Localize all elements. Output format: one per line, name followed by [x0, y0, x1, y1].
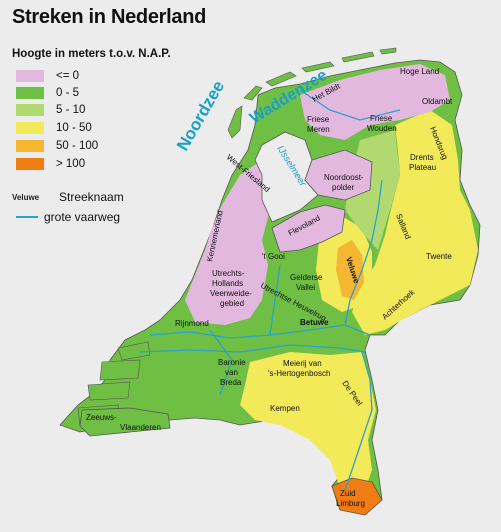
legend-item-above-100: > 100: [16, 157, 85, 170]
legend-swatch: [16, 103, 44, 116]
region-label: Wouden: [367, 124, 397, 133]
region-label: Friese: [307, 115, 330, 124]
region-label: 's-Hertogenbosch: [268, 369, 330, 378]
region-label: polder: [332, 183, 355, 192]
region-label: Vallei: [296, 283, 315, 292]
legend-swatch: [16, 121, 44, 134]
region-label: Friese: [370, 114, 393, 123]
region-label: Meierij van: [283, 359, 322, 368]
legend-title: Hoogte in meters t.o.v. N.A.P.: [12, 48, 171, 60]
region-label: Noordoost-: [324, 173, 364, 182]
region-label: Hoge Land: [400, 67, 439, 76]
legend-item-0-5: 0 - 5: [16, 86, 79, 99]
legend-label: 10 - 50: [56, 121, 92, 134]
elevation-zone-below-zero-north: [300, 64, 450, 140]
waterway-legend-line: [16, 216, 38, 218]
elevation-zone-10-50-south: [240, 352, 376, 490]
legend-label: 5 - 10: [56, 103, 86, 116]
region-label: Plateau: [409, 163, 436, 172]
legend-label: <= 0: [56, 69, 80, 82]
region-label: 't Gooi: [262, 252, 285, 261]
noordoostpolder: [304, 149, 373, 201]
region-label: Limburg: [336, 499, 365, 508]
region-label: Breda: [220, 378, 242, 387]
region-label: Veenweide-: [210, 289, 252, 298]
wadden-islands: [227, 47, 397, 139]
legend-item-below-zero: <= 0: [16, 69, 79, 82]
ijsselmeer-lake: [254, 131, 319, 223]
elevation-zone-10-50-east: [352, 110, 478, 335]
legend-item-50-100: 50 - 100: [16, 139, 98, 152]
region-label: Meren: [307, 125, 330, 134]
waterways: [139, 89, 401, 491]
region-label: Oldambt: [422, 97, 453, 106]
elevation-zone-above-100: [331, 477, 383, 516]
legend-label: > 100: [56, 157, 86, 170]
waterway-legend-label: grote vaarweg: [44, 210, 121, 224]
legend-item-10-50: 10 - 50: [16, 121, 92, 134]
region-label: Gelderse: [290, 273, 323, 282]
legend-swatch: [16, 69, 44, 82]
legend-swatch: [16, 86, 44, 99]
region-label: Vlaanderen: [120, 423, 161, 432]
region-label: Rijnmond: [175, 319, 209, 328]
legend-label: 0 - 5: [56, 86, 80, 99]
map-title: Streken in Nederland: [12, 6, 207, 28]
label-noordzee: Noordzee: [173, 77, 228, 154]
region-label: Kempen: [270, 404, 300, 413]
region-label: van: [225, 368, 238, 377]
region-label: Baronie: [218, 358, 246, 367]
flevoland-polder: [271, 204, 346, 253]
elevation-zone-50-100: [336, 240, 364, 300]
elevation-zone-below-zero-west: [185, 160, 280, 325]
region-name-example: Veluwe: [12, 193, 40, 202]
region-label: Betuwe: [300, 318, 329, 327]
region-label: gebied: [220, 299, 244, 308]
region-label: Zeeuws-: [86, 413, 117, 422]
region-label: Twente: [426, 252, 452, 261]
region-label: Drents: [410, 153, 434, 162]
legend-swatch: [16, 139, 44, 152]
legend-swatch: [16, 157, 44, 170]
legend-item-5-10: 5 - 10: [16, 103, 85, 116]
legend-label: 50 - 100: [56, 139, 99, 152]
region-label: Hollands: [212, 279, 243, 288]
region-label: Zuid: [340, 489, 356, 498]
region-label: Utrechts-: [212, 269, 245, 278]
region-name-legend-label: Streeknaam: [59, 190, 124, 204]
zeeuws-vlaanderen: [79, 407, 171, 437]
